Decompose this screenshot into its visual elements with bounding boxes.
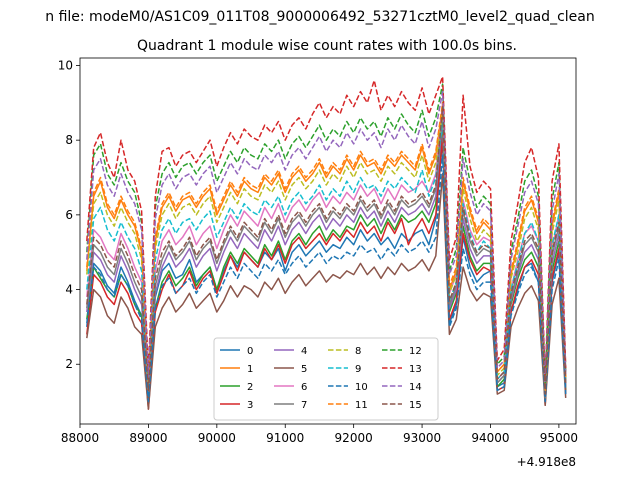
legend-label-14: 14: [409, 382, 422, 393]
figure-suptitle: n file: modeM0/AS1C09_011T08_9000006492_…: [45, 9, 594, 25]
series-line-10: [86, 154, 567, 403]
legend-label-1: 1: [247, 364, 253, 375]
x-axis-offset-label: +4.918e8: [517, 455, 576, 469]
legend-label-15: 15: [409, 400, 422, 411]
y-tick-label: 4: [65, 283, 73, 297]
x-tick-label: 95000: [540, 431, 578, 445]
legend-label-13: 13: [409, 364, 422, 375]
x-axis: 88000 89000 90000 91000 92000 93000 94000 95000: [61, 424, 578, 445]
y-axis: 2 4 6 8 10: [58, 58, 80, 371]
legend-label-3: 3: [247, 400, 253, 411]
x-tick-label: 89000: [129, 431, 167, 445]
legend-label-11: 11: [355, 400, 368, 411]
y-tick-label: 6: [65, 208, 73, 222]
legend-label-0: 0: [247, 346, 253, 357]
legend-label-12: 12: [409, 346, 422, 357]
series-line-11: [86, 102, 567, 392]
series-line-1: [86, 105, 567, 392]
series-line-4: [86, 117, 567, 399]
x-tick-label: 92000: [335, 431, 373, 445]
legend-label-7: 7: [301, 400, 307, 411]
series-line-5: [86, 173, 567, 410]
x-tick-label: 94000: [471, 431, 509, 445]
series-line-12: [86, 83, 567, 384]
series-line-0: [86, 139, 567, 403]
series-line-6: [86, 102, 567, 395]
legend-label-10: 10: [355, 382, 368, 393]
series-line-2: [86, 124, 567, 403]
series-line-8: [86, 109, 567, 392]
x-tick-label: 91000: [266, 431, 304, 445]
series-line-7: [86, 109, 567, 399]
legend-label-9: 9: [355, 364, 361, 375]
legend-label-2: 2: [247, 382, 253, 393]
legend-label-6: 6: [301, 382, 307, 393]
legend-label-4: 4: [301, 346, 307, 357]
x-tick-label: 90000: [198, 431, 236, 445]
legend-label-8: 8: [355, 346, 361, 357]
series-line-3: [86, 135, 567, 410]
series-line-9: [86, 120, 567, 395]
y-tick-label: 8: [65, 133, 73, 147]
axes-frame: [79, 57, 577, 425]
legend-frame: [213, 337, 439, 421]
series-line-14: [86, 90, 567, 388]
y-tick-label: 10: [58, 58, 73, 72]
plot-area: [86, 75, 567, 410]
x-tick-label: 88000: [61, 431, 99, 445]
x-tick-label: 93000: [403, 431, 441, 445]
series-line-13: [86, 75, 567, 380]
y-tick-label: 2: [65, 357, 73, 371]
series-line-15: [86, 105, 567, 395]
legend-label-5: 5: [301, 364, 307, 375]
chart-title: Quadrant 1 module wise count rates with …: [137, 38, 517, 54]
